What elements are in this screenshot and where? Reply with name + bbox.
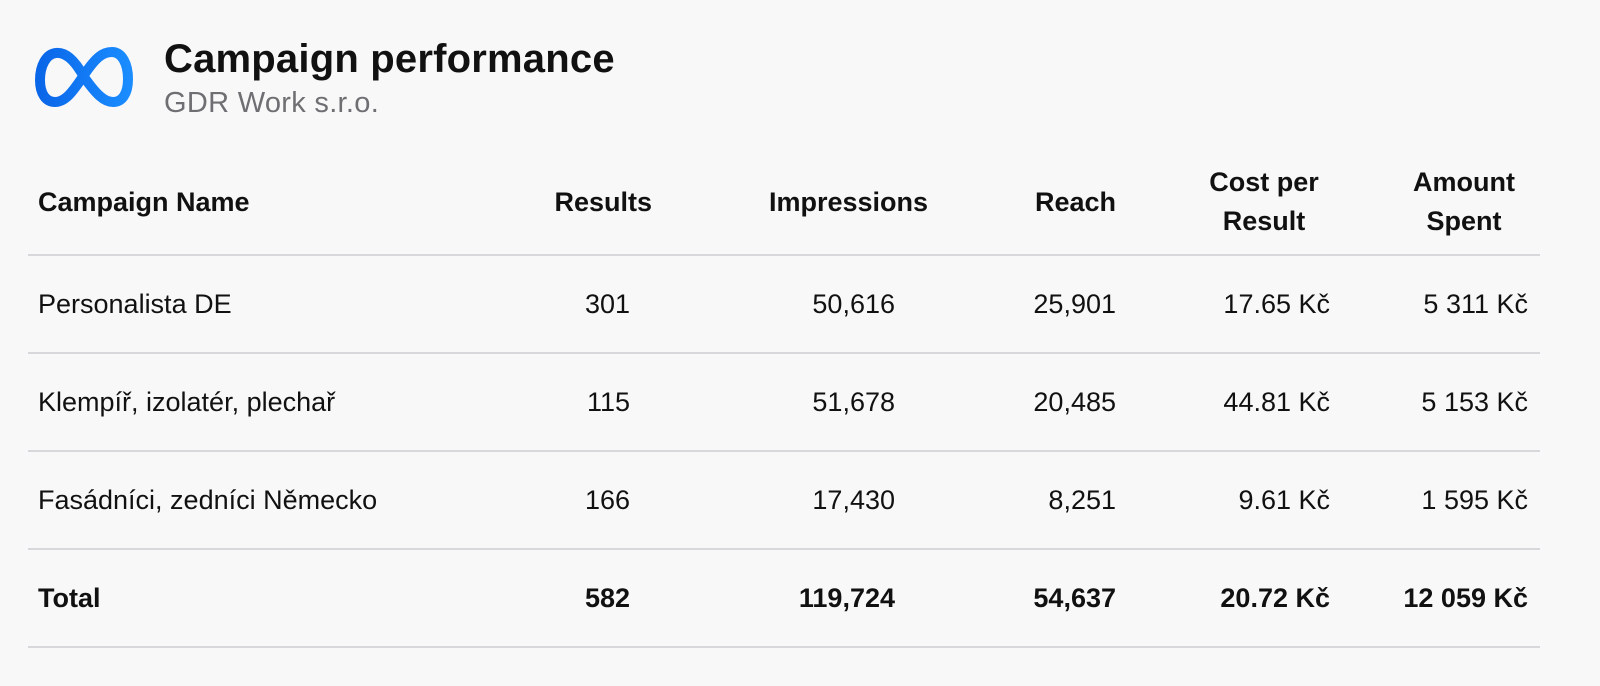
account-name: GDR Work s.r.o. [164, 87, 380, 119]
table-row: Klempíř, izolatér, plechař 115 51,678 20… [28, 354, 1540, 452]
reach-cell: 25,901 [1033, 288, 1116, 319]
total-label: Total [38, 582, 101, 613]
cost-per-result-cell: 9.61 Kč [1238, 484, 1330, 515]
impressions-cell: 50,616 [812, 288, 895, 319]
total-amount-spent-cell: 12 059 Kč [1403, 582, 1528, 613]
amount-spent-cell: 5 311 Kč [1423, 288, 1528, 319]
campaign-table: Campaign Name Results Impressions Reach … [28, 150, 1540, 648]
reach-cell: 20,485 [1033, 386, 1116, 417]
page-title: Campaign performance [164, 37, 615, 81]
reach-cell: 8,251 [1048, 484, 1116, 515]
results-cell: 166 [584, 484, 630, 515]
campaign-name-cell: Klempíř, izolatér, plechař [38, 386, 336, 417]
total-results-cell: 582 [584, 582, 630, 613]
results-cell: 301 [584, 288, 630, 319]
column-header-amount-spent: Amount Spent [1413, 167, 1515, 236]
cost-per-result-cell: 44.81 Kč [1223, 386, 1330, 417]
amount-spent-cell: 1 595 Kč [1421, 484, 1528, 515]
campaign-name-cell: Personalista DE [38, 288, 232, 319]
column-header-results: Results [554, 186, 652, 217]
table-header-row: Campaign Name Results Impressions Reach … [28, 150, 1540, 256]
results-cell: 115 [586, 386, 630, 417]
table-total-row: Total 582 119,724 54,637 20.72 Kč 12 059… [28, 550, 1540, 648]
column-header-impressions: Impressions [768, 186, 928, 217]
meta-infinity-logo-icon [34, 42, 134, 112]
total-cost-per-result-cell: 20.72 Kč [1220, 582, 1330, 613]
table-row: Fasádníci, zedníci Německo 166 17,430 8,… [28, 452, 1540, 550]
report-header: Campaign performance GDR Work s.r.o. [34, 34, 834, 124]
total-impressions-cell: 119,724 [798, 582, 895, 613]
campaign-name-cell: Fasádníci, zedníci Německo [38, 484, 378, 515]
column-header-campaign-name: Campaign Name [38, 186, 250, 217]
cost-per-result-cell: 17.65 Kč [1223, 288, 1330, 319]
table-row: Personalista DE 301 50,616 25,901 17.65 … [28, 256, 1540, 354]
total-reach-cell: 54,637 [1033, 582, 1116, 613]
amount-spent-cell: 5 153 Kč [1421, 386, 1528, 417]
impressions-cell: 17,430 [812, 484, 895, 515]
impressions-cell: 51,678 [812, 386, 895, 417]
column-header-reach: Reach [1034, 186, 1116, 217]
column-header-cost-per-result: Cost per Result [1209, 167, 1319, 236]
